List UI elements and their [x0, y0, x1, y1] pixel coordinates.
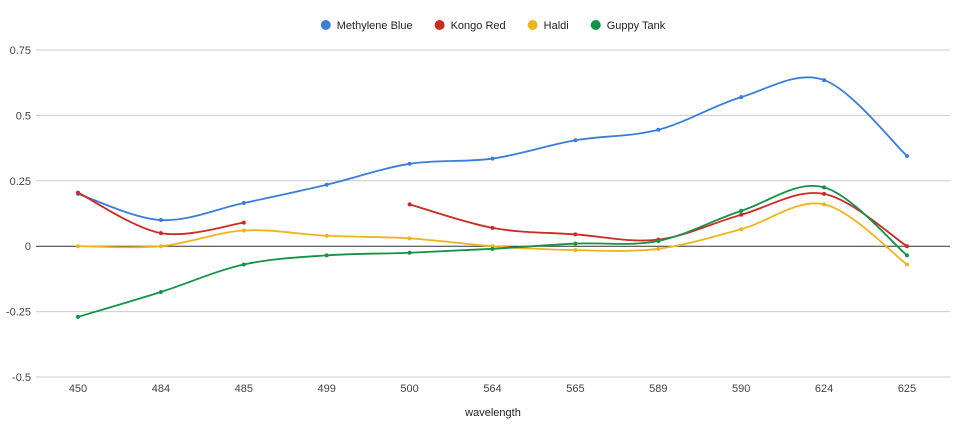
data-point[interactable] — [573, 232, 578, 237]
x-tick-label: 589 — [649, 383, 667, 395]
gridlines — [36, 49, 950, 378]
data-point[interactable] — [739, 227, 744, 232]
data-point[interactable] — [905, 153, 909, 158]
y-tick-label: -0.5 — [12, 372, 31, 384]
series-line — [77, 202, 908, 266]
x-tick-label: 625 — [898, 383, 916, 395]
y-tick-label: 0.25 — [10, 176, 31, 188]
data-point[interactable] — [407, 236, 412, 241]
legend-swatch — [527, 20, 538, 30]
data-point[interactable] — [905, 253, 909, 258]
data-point[interactable] — [822, 191, 827, 196]
x-tick-label: 500 — [400, 383, 418, 395]
x-tick-label: 624 — [815, 383, 833, 395]
legend-label: Haldi — [544, 20, 569, 32]
data-point[interactable] — [822, 185, 827, 190]
data-point[interactable] — [241, 228, 246, 233]
series-methylene-blue — [76, 76, 909, 223]
series-line — [77, 191, 244, 236]
y-tick-label: 0.5 — [16, 110, 31, 122]
data-point[interactable] — [76, 314, 80, 319]
data-point[interactable] — [324, 233, 329, 238]
x-tick-label: 590 — [732, 383, 750, 395]
data-point[interactable] — [158, 231, 163, 236]
data-point[interactable] — [324, 253, 329, 258]
legend-swatch — [434, 20, 445, 30]
series-haldi — [76, 202, 909, 267]
data-point[interactable] — [656, 127, 661, 132]
x-tick-label: 565 — [566, 383, 584, 395]
data-point[interactable] — [324, 182, 329, 187]
data-point[interactable] — [739, 208, 744, 213]
legend-label: Guppy Tank — [607, 20, 666, 32]
x-axis-title: wavelength — [464, 407, 521, 419]
legend-swatch — [590, 20, 601, 30]
data-point[interactable] — [573, 241, 578, 246]
data-point[interactable] — [656, 238, 661, 243]
data-point[interactable] — [241, 262, 246, 267]
data-point[interactable] — [905, 262, 909, 267]
data-point[interactable] — [241, 201, 246, 206]
x-tick-label: 499 — [318, 383, 336, 395]
legend-item-methylene-blue[interactable]: Methylene Blue — [320, 20, 413, 32]
data-point[interactable] — [407, 250, 412, 255]
data-point[interactable] — [573, 138, 578, 143]
legend-label: Methylene Blue — [337, 20, 413, 32]
data-point[interactable] — [739, 212, 744, 217]
data-point[interactable] — [822, 202, 827, 207]
data-point[interactable] — [490, 225, 495, 230]
legend-item-haldi[interactable]: Haldi — [527, 20, 569, 32]
series-guppy-tank — [76, 185, 909, 319]
data-point[interactable] — [573, 248, 578, 253]
data-point[interactable] — [241, 220, 246, 225]
y-tick-label: 0 — [25, 241, 31, 253]
x-tick-label: 450 — [69, 383, 87, 395]
data-point[interactable] — [158, 289, 163, 294]
legend-label: Kongo Red — [451, 20, 506, 32]
y-tick-label: 0.75 — [10, 45, 31, 57]
series-line — [77, 185, 908, 318]
x-tick-label: 484 — [152, 383, 170, 395]
legend: Methylene Blue Kongo Red Haldi Guppy Tank — [320, 20, 666, 32]
data-point[interactable] — [158, 218, 163, 223]
x-tick-label: 564 — [483, 383, 501, 395]
series-lines — [76, 76, 909, 319]
data-point[interactable] — [905, 244, 909, 249]
data-point[interactable] — [407, 161, 412, 166]
legend-item-kongo-red[interactable]: Kongo Red — [434, 20, 506, 32]
data-point[interactable] — [490, 246, 495, 251]
y-tick-label: -0.25 — [6, 307, 31, 319]
data-point[interactable] — [76, 244, 80, 249]
legend-swatch — [320, 20, 331, 30]
data-point[interactable] — [822, 78, 827, 83]
data-point[interactable] — [739, 95, 744, 100]
series-kongo-red — [76, 190, 909, 249]
axes: -0.5 -0.25 0 0.25 0.5 0.75 450 484 485 499 500 564 5… — [6, 45, 916, 395]
data-point[interactable] — [407, 202, 412, 207]
data-point[interactable] — [490, 156, 495, 161]
data-point[interactable] — [158, 244, 163, 249]
data-point[interactable] — [656, 246, 661, 251]
x-tick-label: 485 — [235, 383, 253, 395]
legend-item-guppy-tank[interactable]: Guppy Tank — [590, 20, 666, 32]
data-point[interactable] — [76, 190, 80, 195]
